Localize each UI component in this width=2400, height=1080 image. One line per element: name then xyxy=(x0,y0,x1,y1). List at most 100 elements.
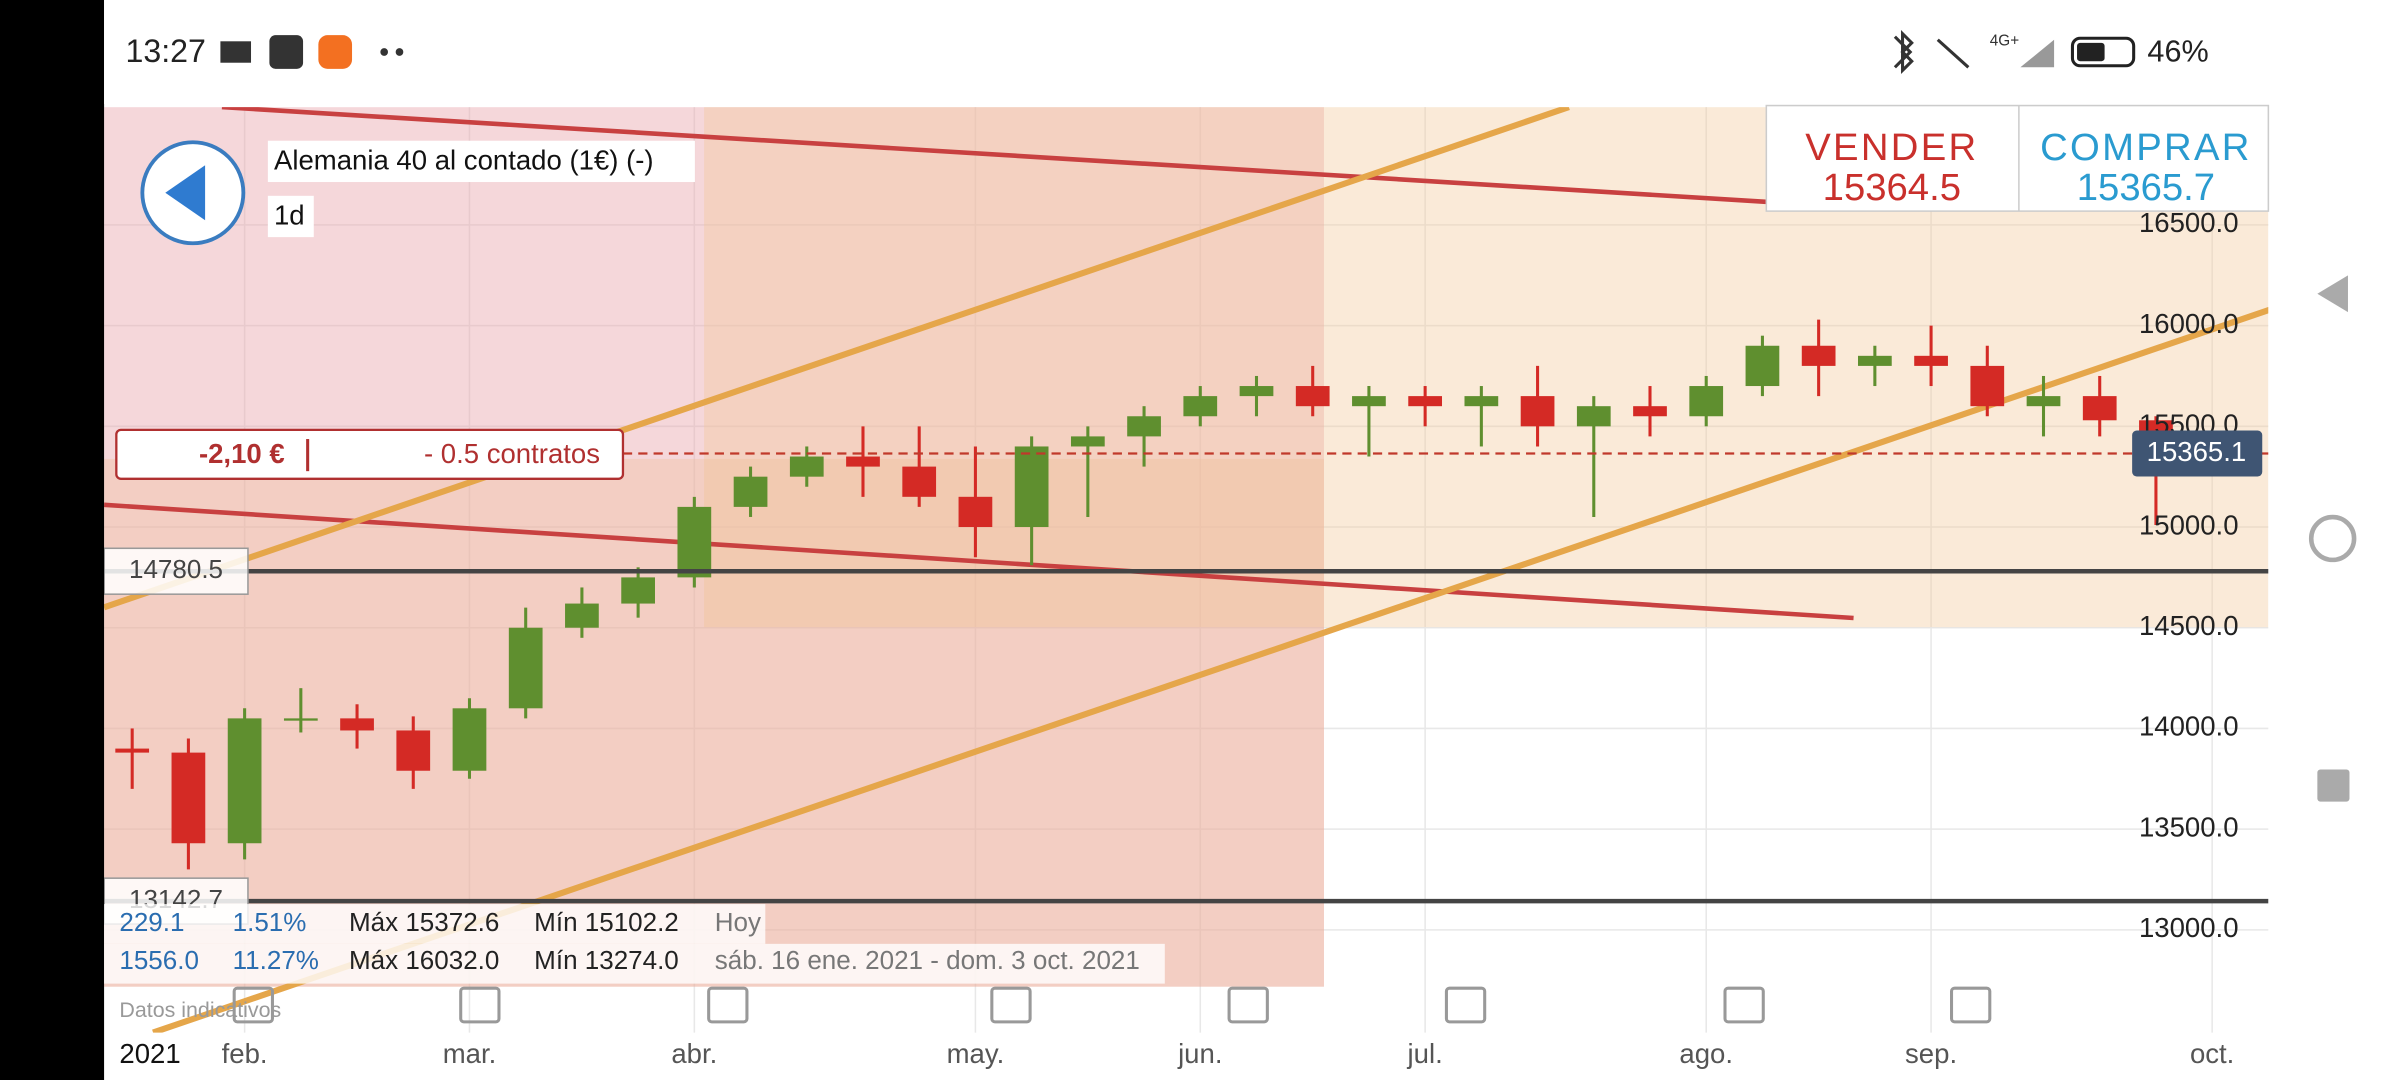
stat-percent: 1.51% xyxy=(233,907,307,937)
stat-min: Mín 13274.0 xyxy=(534,945,679,975)
drawings xyxy=(104,107,2269,1033)
mi-icon xyxy=(318,35,353,69)
candle-body xyxy=(1801,345,1836,366)
level-label-box xyxy=(103,547,249,595)
network: 4G+ xyxy=(1990,32,2019,49)
candle-body xyxy=(1970,365,2005,407)
trend-line xyxy=(104,502,1854,621)
position-size: - 0.5 contratos xyxy=(424,438,600,469)
trend-line xyxy=(221,107,1768,205)
candle-body xyxy=(1689,386,1724,417)
stat-max: Máx 16032.0 xyxy=(349,945,499,975)
y-tick-label: 13000.0 xyxy=(2139,912,2239,943)
instrument-box xyxy=(267,140,695,183)
x-tick-label: may. xyxy=(947,1038,1005,1069)
candle-body xyxy=(283,718,318,721)
level-label: 14780.5 xyxy=(129,554,223,584)
battery-icon xyxy=(2070,36,2136,68)
quote-box xyxy=(1765,104,2270,212)
candle-body xyxy=(733,476,768,507)
position-box[interactable] xyxy=(115,428,625,480)
stat-max: Máx 15372.6 xyxy=(349,907,499,937)
candle-body xyxy=(621,577,655,604)
x-tick-label: feb. xyxy=(222,1038,268,1069)
candle-body xyxy=(789,456,824,477)
sell-price[interactable]: 15364.5 xyxy=(1823,166,1961,209)
overlay: 13000.013500.014000.014500.015000.015500… xyxy=(103,207,2269,1069)
candle-body xyxy=(1520,396,1555,427)
dot xyxy=(380,48,389,56)
nav-home[interactable] xyxy=(2308,514,2357,563)
candle-body xyxy=(1352,396,1386,407)
candle-body xyxy=(227,718,262,844)
battery-level xyxy=(2077,42,2105,62)
candle-body xyxy=(1183,396,1218,417)
candle-body xyxy=(958,496,993,528)
y-tick-label: 14000.0 xyxy=(2139,711,2239,742)
nav-recent[interactable] xyxy=(2317,769,2350,802)
disclaimer: Datos indicativos xyxy=(119,998,281,1022)
candle-body xyxy=(396,730,431,771)
nav-bar xyxy=(2268,104,2400,1080)
stats-bg xyxy=(104,943,1165,984)
price-tag-label: 15365.1 xyxy=(2147,436,2247,467)
status-bar xyxy=(104,0,2400,105)
candle-body xyxy=(452,708,487,771)
y-tick-label: 13500.0 xyxy=(2139,811,2239,842)
candle-body xyxy=(1295,386,1330,407)
candle-body xyxy=(1408,396,1443,407)
candle-body xyxy=(340,718,374,731)
candle-body xyxy=(1239,386,1274,397)
signal-icon xyxy=(2020,39,2055,68)
channel-line xyxy=(104,107,1570,611)
candle-body xyxy=(1745,345,1780,387)
x-tick-label: abr. xyxy=(671,1038,717,1069)
timeframe-box xyxy=(267,195,314,238)
clock: 13:27 xyxy=(126,33,206,69)
x-tick-label: oct. xyxy=(2190,1038,2234,1069)
y-tick-label: 16500.0 xyxy=(2139,207,2239,238)
mail-icon xyxy=(220,41,252,63)
price-tag xyxy=(2132,430,2263,477)
x-tick-label: sep. xyxy=(1905,1038,1957,1069)
candle-body xyxy=(171,752,206,844)
dot xyxy=(395,48,404,56)
candle-body xyxy=(1464,396,1499,407)
stat-percent: 11.27% xyxy=(233,945,319,975)
y-tick-label: 15000.0 xyxy=(2139,509,2239,540)
year-label: 2021 xyxy=(119,1038,180,1069)
stat-change: 229.1 xyxy=(119,907,184,937)
back-arrow xyxy=(165,165,206,221)
buy-price[interactable]: 15365.7 xyxy=(2077,166,2215,209)
candle-body xyxy=(1127,416,1161,437)
bluetooth-icon xyxy=(1893,29,1914,75)
nav-back[interactable] xyxy=(2317,275,2348,313)
sell-label[interactable]: VENDER xyxy=(1805,126,1978,169)
y-tick-label: 14500.0 xyxy=(2139,610,2239,641)
candle-body xyxy=(902,466,937,497)
candle-body xyxy=(565,603,599,628)
candle-body xyxy=(1576,406,1611,427)
stats-bg xyxy=(104,904,766,944)
candle-body xyxy=(508,627,543,709)
candles xyxy=(115,319,2173,870)
x-tick-label: jul. xyxy=(1407,1038,1443,1069)
timeframe[interactable]: 1d xyxy=(274,200,305,231)
candle-body xyxy=(1914,355,1948,366)
y-tick-label: 16000.0 xyxy=(2139,308,2239,339)
stat-change: 1556.0 xyxy=(119,945,199,975)
instrument-name: Alemania 40 al contado (1€) (-) xyxy=(274,144,654,175)
candle-body xyxy=(2026,396,2061,407)
event-icons xyxy=(232,986,1992,1024)
candle-body xyxy=(677,506,712,578)
battery: 46% xyxy=(2147,35,2208,69)
stat-min: Mín 15102.2 xyxy=(534,907,679,937)
x-tick-label: mar. xyxy=(443,1038,497,1069)
stat-period: sáb. 16 ene. 2021 - dom. 3 oct. 2021 xyxy=(715,945,1140,975)
position-pnl: -2,10 € xyxy=(199,438,285,469)
left-bar xyxy=(0,0,105,1080)
buy-label[interactable]: COMPRAR xyxy=(2040,126,2252,169)
